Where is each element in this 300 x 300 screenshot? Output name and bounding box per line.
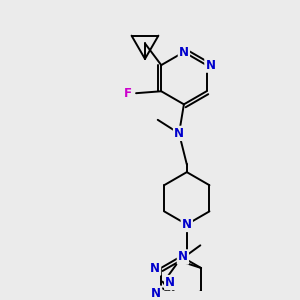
Text: N: N <box>179 46 189 59</box>
Text: N: N <box>150 262 160 275</box>
Text: N: N <box>151 287 161 300</box>
Text: F: F <box>124 87 132 100</box>
Text: N: N <box>178 250 188 263</box>
Text: N: N <box>182 218 192 231</box>
Text: N: N <box>206 58 215 72</box>
Text: N: N <box>174 127 184 140</box>
Text: N: N <box>165 276 175 289</box>
